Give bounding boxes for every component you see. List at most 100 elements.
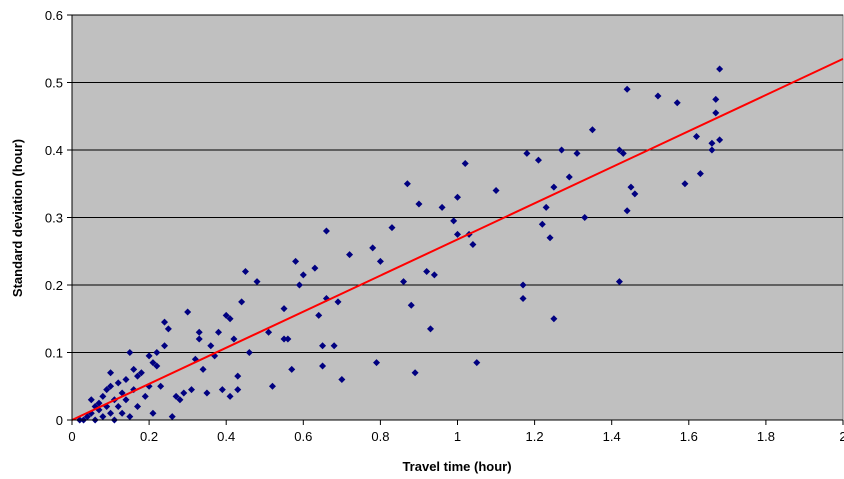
data-point <box>519 281 527 289</box>
y-tick-label: 0.6 <box>45 8 63 23</box>
data-point <box>137 369 145 377</box>
data-point <box>107 369 115 377</box>
data-point <box>226 392 234 400</box>
y-tick-label: 0.2 <box>45 278 63 293</box>
data-point <box>141 392 149 400</box>
fit-line-group <box>71 57 844 421</box>
x-tick-label: 1.4 <box>603 429 621 444</box>
data-point <box>280 335 288 343</box>
data-point <box>538 220 546 228</box>
data-point <box>534 156 542 164</box>
data-point <box>180 389 188 397</box>
data-point <box>188 386 196 394</box>
y-tick-label: 0.4 <box>45 143 63 158</box>
data-point <box>550 315 558 323</box>
data-point <box>438 203 446 211</box>
data-point <box>712 109 720 117</box>
data-point <box>311 264 319 272</box>
x-tick-label: 0.2 <box>140 429 158 444</box>
x-tick-label: 1.6 <box>680 429 698 444</box>
data-point <box>319 362 327 370</box>
data-point <box>588 126 596 134</box>
data-point <box>145 352 153 360</box>
data-point <box>168 413 176 421</box>
data-point <box>615 278 623 286</box>
data-point <box>299 271 307 279</box>
x-axis-ticks: 0 0.2 0.4 0.6 0.8 1 1.2 1.4 1.6 1.8 2 <box>68 420 844 444</box>
data-point <box>400 278 408 286</box>
data-point <box>234 372 242 380</box>
data-point <box>87 396 95 404</box>
data-point <box>284 335 292 343</box>
data-point <box>130 365 138 373</box>
data-point <box>114 403 122 410</box>
data-point <box>696 170 704 178</box>
x-tick-label: 1.8 <box>757 429 775 444</box>
data-point <box>631 190 639 198</box>
x-axis-title: Travel time (hour) <box>402 459 511 474</box>
data-point <box>716 65 724 73</box>
y-axis-title: Standard deviation (hour) <box>10 139 25 297</box>
x-tick-label: 1 <box>454 429 461 444</box>
data-point <box>238 298 246 306</box>
data-point <box>427 325 435 333</box>
data-point <box>103 386 111 394</box>
y-tick-label: 0 <box>56 413 63 428</box>
data-point <box>388 224 396 232</box>
data-point <box>469 241 477 248</box>
data-point <box>99 413 107 421</box>
data-point <box>184 308 192 316</box>
data-point <box>126 349 134 356</box>
x-tick-label: 2 <box>839 429 844 444</box>
data-point <box>288 365 296 373</box>
data-point <box>673 99 681 107</box>
data-point <box>619 149 627 157</box>
data-point <box>207 342 215 350</box>
data-point <box>581 214 589 221</box>
data-point <box>199 365 207 373</box>
data-point <box>226 315 234 323</box>
data-point <box>693 133 701 140</box>
data-point <box>623 207 631 215</box>
y-axis-ticks: 0 0.1 0.2 0.3 0.4 0.5 0.6 <box>45 8 72 428</box>
data-point <box>712 95 720 103</box>
x-tick-label: 0.8 <box>371 429 389 444</box>
data-point <box>623 85 631 93</box>
data-point <box>292 257 300 265</box>
data-point <box>203 389 211 397</box>
data-point <box>107 409 115 417</box>
data-point <box>245 349 253 356</box>
data-point <box>161 342 169 350</box>
data-point <box>234 386 242 394</box>
data-point <box>558 146 566 154</box>
data-point <box>122 396 130 404</box>
data-point <box>222 311 230 319</box>
data-point <box>369 244 377 252</box>
data-point <box>565 173 573 181</box>
data-point <box>218 386 226 394</box>
data-point <box>265 328 273 336</box>
data-point <box>176 396 184 404</box>
data-point <box>615 146 623 154</box>
data-point <box>322 227 330 235</box>
data-point <box>346 251 354 259</box>
data-point <box>164 325 172 333</box>
data-point <box>107 382 115 390</box>
data-point <box>315 311 323 319</box>
data-point <box>99 392 107 400</box>
data-point <box>654 92 662 100</box>
fit-line <box>71 57 844 421</box>
data-point <box>241 268 249 275</box>
data-point <box>134 372 142 380</box>
data-point <box>542 203 550 211</box>
data-point <box>376 257 384 265</box>
data-point <box>519 295 527 302</box>
data-point <box>149 409 157 417</box>
data-points <box>76 65 724 424</box>
data-point <box>195 335 203 343</box>
data-point <box>230 335 238 343</box>
data-point <box>430 271 438 279</box>
x-tick-label: 0.4 <box>217 429 235 444</box>
data-point <box>253 278 261 286</box>
data-point <box>118 409 126 417</box>
